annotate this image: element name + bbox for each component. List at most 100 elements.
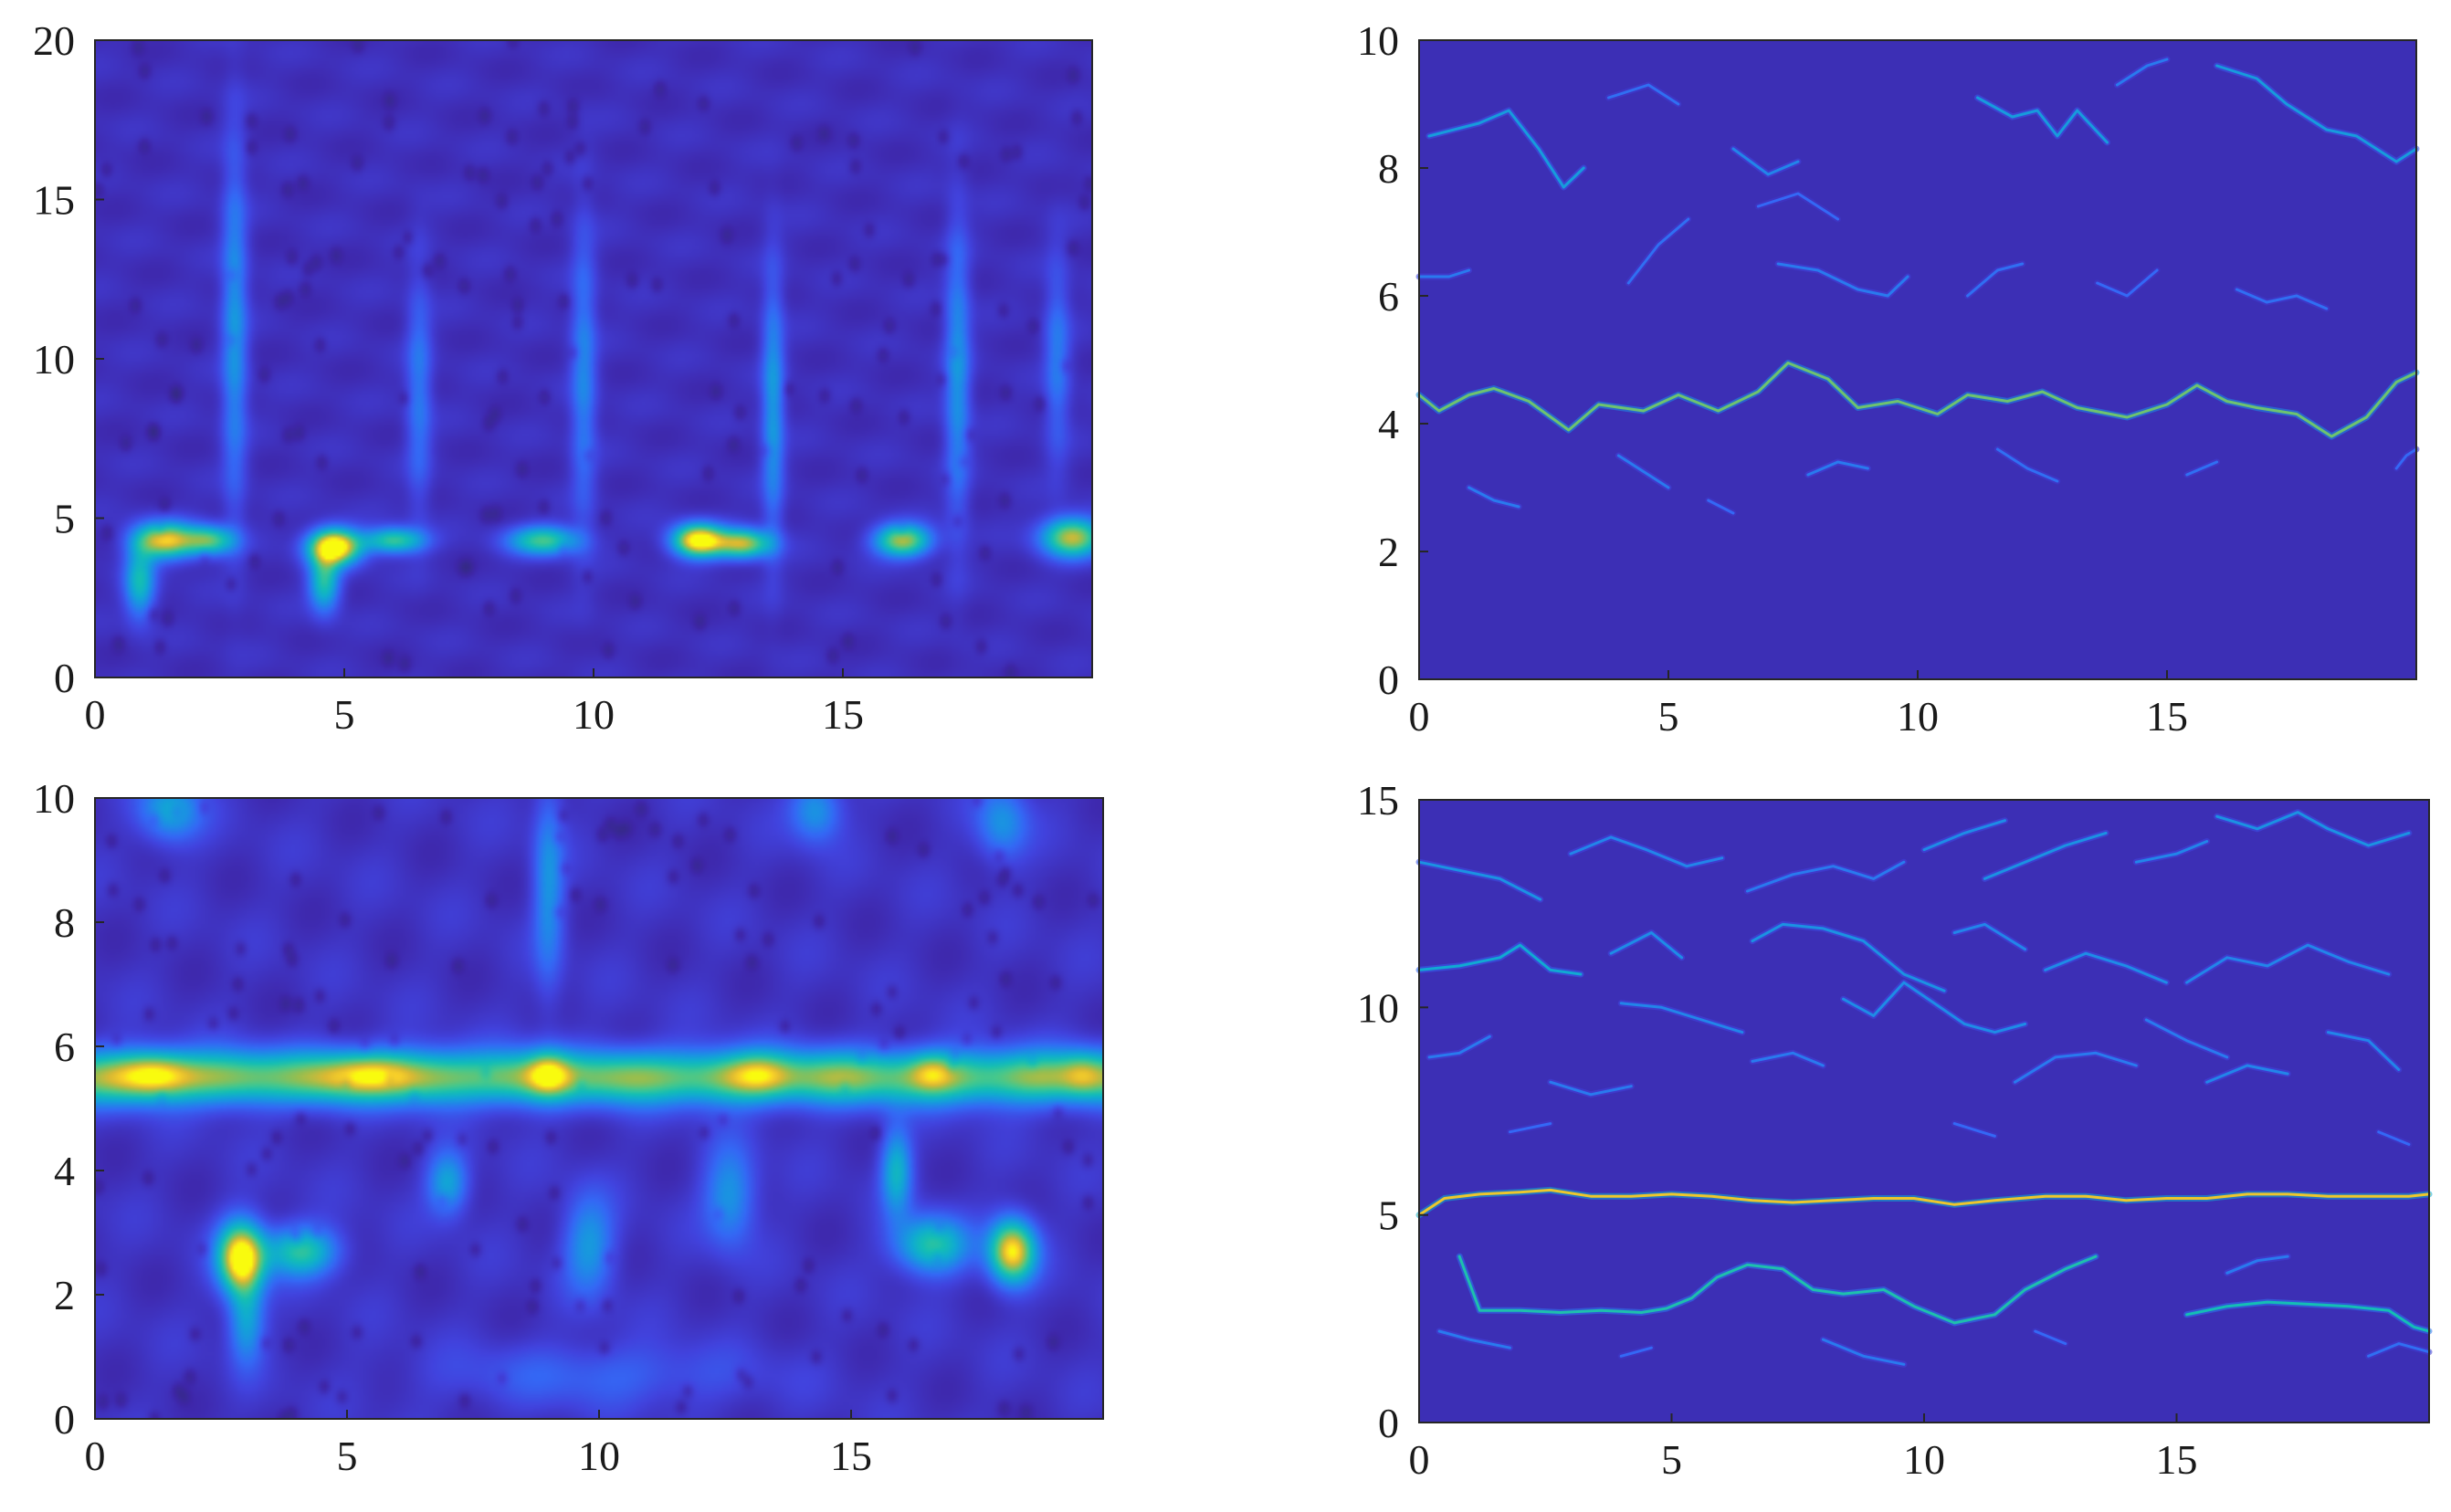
x-tick-label: 15	[822, 691, 864, 738]
ridge-line-bottom-right-28	[2377, 1130, 2411, 1146]
ridge-line-top-right-15	[1616, 454, 1670, 489]
ridge-line-bottom-right-17	[1427, 1034, 1491, 1059]
ridge-line-bottom-right-2	[2185, 1300, 2431, 1333]
ridge-line-top-right-17	[1806, 460, 1869, 477]
ridge-line-bottom-right-25	[2326, 1031, 2401, 1071]
ridge-line-bottom-right-27	[1952, 1122, 1996, 1138]
ridge-line-top-right-7	[1756, 192, 1840, 221]
ridge-line-bottom-right-3	[2225, 1255, 2289, 1275]
ridge-line-bottom-right-23	[2144, 1018, 2229, 1059]
y-tick-label: 0	[1378, 656, 1399, 703]
y-tick-label: 4	[54, 1148, 75, 1194]
x-ticks-top-right: 0 5 10 15	[1409, 670, 2188, 740]
ridge-line-bottom-right-18	[1549, 1080, 1633, 1097]
y-tick-label: 5	[54, 496, 75, 542]
x-tick-label: 5	[337, 1433, 358, 1479]
x-tick-label: 10	[573, 691, 615, 738]
ridge-line-top-right-16	[1707, 499, 1735, 515]
ridge-line-bottom-right-7	[1922, 819, 2006, 852]
ridge-line-top-right-11	[1966, 262, 2025, 298]
ridge-line-bottom-right-19	[1619, 1002, 1744, 1034]
heatmap-image-top-right	[1419, 40, 2416, 679]
x-tick-label: 15	[2156, 1436, 2198, 1483]
ridge-line-bottom-right-5	[1569, 835, 1724, 868]
y-tick-label: 2	[54, 1272, 75, 1318]
x-tick-label: 0	[1409, 693, 1430, 740]
x-ticks-top-left: 0 5 10 15	[85, 668, 864, 738]
y-tick-label: 10	[33, 775, 75, 822]
heatmap-image-top-left	[95, 40, 1092, 677]
y-ticks-top-left: 0 5 10 15 20	[33, 17, 104, 701]
x-tick-label: 0	[85, 1433, 106, 1479]
chart-panel-top-left: 0 5 10 15 0 5 10 15 20	[33, 17, 1093, 738]
ridge-line-top-right-2	[1607, 83, 1680, 106]
y-tick-label: 8	[1378, 145, 1399, 192]
ridge-line-top-right-1	[1427, 109, 1585, 189]
x-tick-label: 5	[334, 691, 355, 738]
ridge-line-bottom-right-4	[1417, 860, 1542, 901]
ridge-line-bottom-right-11	[1417, 943, 1583, 976]
plot-area-bottom-right	[1419, 800, 2429, 1423]
x-tick-label: 5	[1658, 693, 1679, 740]
ridge-line-bottom-right-20	[1751, 1051, 1825, 1067]
ridge-line-bottom-right-16	[2185, 943, 2391, 984]
x-tick-label: 0	[85, 691, 106, 738]
ridge-line-top-right-10	[1776, 262, 1909, 298]
y-ticks-top-right: 0 2 4 6 8 10	[1357, 17, 1428, 703]
plot-area-top-right	[1419, 40, 2416, 679]
ridge-line-bottom-right-6	[1746, 860, 1906, 893]
ridge-line-bottom-right-1	[1457, 1255, 2098, 1325]
ridge-line-bottom-right-15	[2044, 951, 2168, 984]
ridge-line-top-right-20	[2394, 447, 2418, 470]
ridge-line-top-right-18	[1995, 447, 2059, 483]
y-tick-label: 6	[1378, 273, 1399, 320]
y-tick-label: 15	[33, 177, 75, 224]
ridge-line-bottom-right-29	[1437, 1329, 1511, 1349]
heatmap-image-bottom-left	[95, 798, 1103, 1419]
ridge-line-top-right-12	[2096, 268, 2159, 298]
y-tick-label: 10	[1357, 17, 1399, 64]
ridge-line-top-right-3	[1731, 147, 1800, 176]
ridge-line-bottom-right-21	[1842, 981, 2027, 1034]
y-tick-label: 6	[54, 1024, 75, 1070]
ridge-line-bottom-right-32	[2034, 1329, 2067, 1346]
ridge-line-bottom-right-0	[1417, 1188, 2431, 1217]
x-tick-label: 10	[578, 1433, 620, 1479]
ridge-line-top-right-13	[2235, 288, 2329, 310]
ridge-layer-bottom-right	[1415, 809, 2433, 1368]
x-ticks-bottom-right: 0 5 10 15	[1409, 1413, 2198, 1483]
y-tick-label: 10	[33, 336, 75, 383]
y-tick-label: 4	[1378, 401, 1399, 447]
y-tick-label: 2	[1378, 529, 1399, 575]
ridge-line-bottom-right-9	[2134, 840, 2209, 864]
x-tick-label: 10	[1897, 693, 1939, 740]
y-tick-label: 15	[1357, 777, 1399, 824]
y-tick-label: 20	[33, 17, 75, 64]
x-tick-label: 0	[1409, 1436, 1430, 1483]
ridge-line-bottom-right-10	[2215, 811, 2411, 847]
ridge-line-bottom-right-24	[2205, 1064, 2289, 1084]
ridge-line-bottom-right-14	[1952, 922, 2027, 951]
ridge-line-bottom-right-22	[2014, 1051, 2138, 1084]
y-tick-label: 5	[1378, 1192, 1399, 1239]
x-tick-label: 15	[2146, 693, 2188, 740]
y-tick-label: 0	[1378, 1400, 1399, 1446]
y-ticks-bottom-left: 0 2 4 6 8 10	[33, 775, 104, 1443]
y-tick-label: 10	[1357, 984, 1399, 1031]
x-ticks-bottom-left: 0 5 10 15	[85, 1410, 872, 1479]
y-tick-label: 0	[54, 655, 75, 701]
y-tick-label: 0	[54, 1396, 75, 1443]
heatmap-image-bottom-right	[1419, 800, 2429, 1423]
ridge-line-top-right-19	[2185, 460, 2219, 477]
chart-panel-top-right: 0 5 10 15 0 2 4 6 8 10	[1357, 17, 2420, 740]
ridge-line-top-right-14	[1467, 486, 1520, 509]
ridge-line-bottom-right-33	[2367, 1342, 2431, 1358]
y-tick-label: 8	[54, 899, 75, 946]
ridge-line-top-right-5	[2115, 58, 2169, 87]
chart-panel-bottom-left: 0 5 10 15 0 2 4 6 8 10	[33, 775, 1104, 1479]
ridge-line-top-right-4	[1976, 96, 2109, 144]
x-tick-label: 15	[830, 1433, 872, 1479]
x-tick-label: 5	[1661, 1436, 1682, 1483]
ridge-line-bottom-right-12	[1609, 931, 1684, 960]
